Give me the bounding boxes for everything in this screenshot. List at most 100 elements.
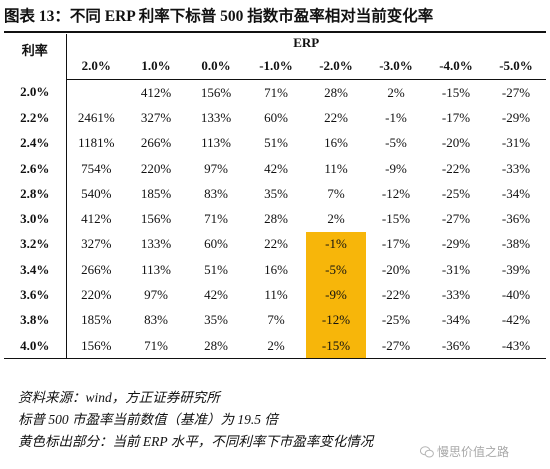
table-cell: 28% bbox=[264, 211, 288, 227]
table-cell: -43% bbox=[486, 332, 546, 360]
table-cell: 266% bbox=[140, 135, 172, 151]
table-cell: 156% bbox=[200, 84, 232, 100]
table-cell: 2% bbox=[246, 332, 306, 360]
table-cell: -1% bbox=[306, 231, 366, 258]
table-cell: 60% bbox=[204, 236, 228, 252]
table-cell: -36% bbox=[501, 211, 531, 227]
rate-label: 3.6% bbox=[4, 282, 67, 308]
table-cell: 2461% bbox=[77, 109, 115, 125]
table-cell: -22% bbox=[441, 160, 471, 176]
table-cell: 97% bbox=[204, 160, 228, 176]
table-row: 2.0% 412% 156% 71% 28% 2% -15% -27% bbox=[4, 79, 546, 106]
table-cell: 51% bbox=[204, 261, 228, 277]
table-cell: 71% bbox=[126, 332, 186, 360]
table-cell: -17% bbox=[381, 236, 411, 252]
rate-label: 2.2% bbox=[4, 105, 67, 131]
rate-label: 3.4% bbox=[4, 257, 67, 283]
table-cell: -15% bbox=[441, 84, 471, 100]
highlight-note: 黄色标出部分：当前 ERP 水平，不同利率下市盈率变化情况 bbox=[18, 434, 374, 449]
table-cell: -40% bbox=[501, 287, 531, 303]
erp-pe-table: 利率 ERP 2.0% 1.0% 0.0% -1.0% -2.0% -3.0% -4.0% -… bbox=[4, 34, 546, 360]
baseline-note: 标普 500 市盈率当前数值（基准）为 19.5 倍 bbox=[18, 412, 278, 427]
table-cell: 540% bbox=[81, 185, 112, 201]
table-cell: 7% bbox=[267, 312, 285, 328]
table-cell: -39% bbox=[501, 261, 531, 277]
table-cell: 113% bbox=[201, 135, 231, 151]
watermark-text: 慢思价值之路 bbox=[437, 445, 510, 459]
top-rule bbox=[4, 31, 546, 33]
table-cell: 327% bbox=[140, 109, 172, 125]
table-cell: 97% bbox=[144, 287, 168, 303]
rate-label: 3.8% bbox=[4, 307, 67, 333]
table-cell: 83% bbox=[144, 312, 168, 328]
table-cell: -34% bbox=[441, 312, 471, 328]
table-cell: 185% bbox=[140, 185, 172, 201]
table-cell: -36% bbox=[426, 332, 486, 360]
table-cell: -25% bbox=[381, 312, 411, 328]
table-cell: -33% bbox=[441, 287, 471, 303]
table-cell: -42% bbox=[501, 312, 531, 328]
table-cell: -34% bbox=[501, 185, 531, 201]
column-header: -2.0% bbox=[306, 52, 366, 80]
table-cell: 220% bbox=[81, 287, 112, 303]
table-cell: -9% bbox=[306, 282, 366, 308]
column-header: 1.0% bbox=[126, 52, 186, 80]
table-cell: 133% bbox=[140, 236, 172, 252]
table-cell: 83% bbox=[204, 185, 228, 201]
table-cell: 412% bbox=[81, 211, 112, 227]
table-cell: 2% bbox=[387, 84, 405, 100]
table-cell: -1% bbox=[385, 109, 407, 125]
table-row: 2.8% 540% 185% 83% 35% 7% -12% -25% -34% bbox=[4, 181, 546, 207]
rate-label: 2.4% bbox=[4, 130, 67, 156]
table-cell: -22% bbox=[381, 287, 411, 303]
table-cell: -33% bbox=[501, 160, 531, 176]
table-cell: -5% bbox=[306, 257, 366, 283]
rate-label: 4.0% bbox=[4, 332, 67, 360]
table-cell: 35% bbox=[204, 312, 228, 328]
table-row: 2.6% 754% 220% 97% 42% 11% -9% -22% -33% bbox=[4, 155, 546, 182]
table-cell: -12% bbox=[381, 185, 411, 201]
table-cell: 185% bbox=[81, 312, 112, 328]
table-cell: 35% bbox=[264, 185, 288, 201]
watermark: 慢思价值之路 bbox=[420, 441, 546, 463]
column-header: -1.0% bbox=[246, 52, 306, 80]
column-header: -4.0% bbox=[426, 52, 486, 80]
table-cell bbox=[66, 80, 126, 106]
table-row: 3.6% 220% 97% 42% 11% -9% -22% -33% -40% bbox=[4, 282, 546, 308]
table-cell: 16% bbox=[264, 261, 288, 277]
table-cell: 327% bbox=[81, 236, 112, 252]
table-cell: 220% bbox=[140, 160, 172, 176]
table-cell: 754% bbox=[81, 160, 112, 176]
table-cell: 51% bbox=[264, 135, 288, 151]
wechat-icon bbox=[420, 446, 434, 458]
source-note: 资料来源：wind，方正证券研究所 bbox=[18, 390, 220, 405]
rate-label: 3.0% bbox=[4, 206, 67, 232]
table-cell: 156% bbox=[140, 211, 172, 227]
table-cell: 133% bbox=[200, 109, 232, 125]
table-cell: -38% bbox=[501, 236, 531, 252]
notes: 资料来源：wind，方正证券研究所 标普 500 市盈率当前数值（基准）为 19… bbox=[18, 387, 538, 453]
table-cell: -17% bbox=[441, 109, 471, 125]
table-row: 2.4% 1181% 266% 113% 51% 16% -5% -20% -31% bbox=[4, 130, 546, 156]
table-cell: -5% bbox=[385, 135, 407, 151]
table-row: 3.0% 412% 156% 71% 28% 2% -15% -27% -36% bbox=[4, 206, 546, 232]
rate-label: 2.0% bbox=[4, 79, 67, 106]
table-row: 4.0% 156% 71% 28% 2% -15% -27% -36% -43% bbox=[4, 332, 546, 360]
table-cell: 156% bbox=[66, 332, 126, 360]
table-cell: -31% bbox=[501, 135, 531, 151]
table-cell: 71% bbox=[264, 84, 288, 100]
table-cell: -25% bbox=[441, 185, 471, 201]
table-cell: -9% bbox=[385, 160, 407, 176]
table-cell: -29% bbox=[441, 236, 471, 252]
table-cell: 11% bbox=[324, 160, 348, 176]
table-cell: 22% bbox=[264, 236, 288, 252]
column-header: 2.0% bbox=[66, 52, 126, 80]
table-row: 3.8% 185% 83% 35% 7% -12% -25% -34% -42% bbox=[4, 307, 546, 333]
table-cell: -20% bbox=[381, 261, 411, 277]
table-cell: 1181% bbox=[78, 135, 115, 151]
table-cell: -27% bbox=[441, 211, 471, 227]
table-cell: 16% bbox=[324, 135, 348, 151]
table-cell: -20% bbox=[441, 135, 471, 151]
group-header: ERP bbox=[293, 35, 320, 50]
table-cell: 11% bbox=[264, 287, 288, 303]
